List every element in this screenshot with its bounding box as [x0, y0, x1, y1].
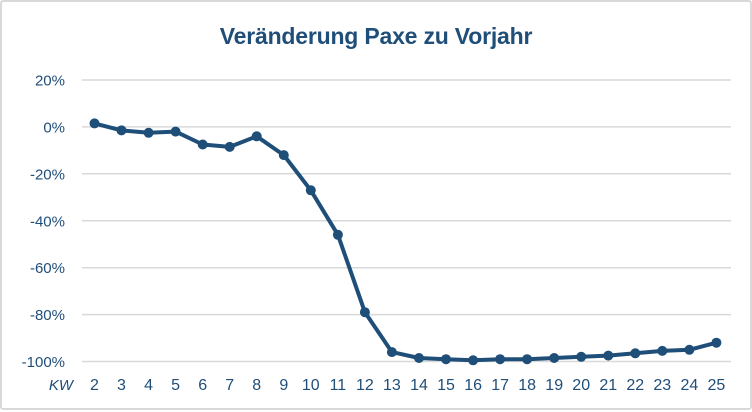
- data-point-marker: [495, 354, 506, 365]
- y-axis-tick-label: -100%: [22, 354, 65, 371]
- data-point-marker: [657, 345, 668, 356]
- x-axis-tick-label: 3: [117, 377, 126, 394]
- x-axis-tick-label: 20: [572, 377, 590, 394]
- x-axis-tick-label: 21: [599, 377, 617, 394]
- chart-title: Veränderung Paxe zu Vorjahr: [219, 23, 533, 49]
- x-axis-tick-label: 2: [90, 377, 99, 394]
- y-axis-tick-label: -80%: [30, 307, 65, 324]
- data-point-marker: [170, 126, 181, 137]
- data-point-marker: [224, 141, 235, 152]
- data-point-marker: [143, 127, 154, 138]
- data-point-marker: [386, 347, 397, 358]
- x-axis-tick-label: 7: [225, 377, 234, 394]
- data-point-marker: [414, 353, 424, 363]
- data-point-marker: [116, 125, 127, 136]
- y-axis-tick-label: -40%: [30, 213, 65, 230]
- data-point-marker: [468, 355, 479, 366]
- data-point-marker: [278, 150, 289, 161]
- data-point-marker: [576, 351, 587, 362]
- data-point-marker: [305, 185, 316, 196]
- data-point-marker: [251, 131, 262, 142]
- y-axis-tick-label: -60%: [30, 260, 65, 277]
- x-axis-tick-label: 22: [626, 377, 644, 394]
- data-point-marker: [332, 229, 343, 240]
- x-axis-tick-label: 23: [653, 377, 671, 394]
- data-point-marker: [630, 348, 641, 359]
- x-axis-tick-label: 4: [144, 377, 153, 394]
- x-axis-unit-label: KW: [49, 377, 75, 394]
- x-axis-tick-label: 17: [491, 377, 509, 394]
- data-point-marker: [684, 344, 695, 355]
- x-axis-tick-label: 15: [437, 377, 455, 394]
- x-axis-tick-label: 5: [171, 377, 180, 394]
- x-axis-tick-label: 14: [410, 377, 428, 394]
- data-point-marker: [522, 354, 533, 365]
- x-axis-tick-label: 8: [252, 377, 261, 394]
- data-point-marker: [441, 354, 451, 365]
- data-point-marker: [89, 118, 100, 129]
- x-axis-tick-label: 6: [198, 377, 207, 394]
- x-axis-tick-label: 18: [518, 377, 536, 394]
- x-axis-tick-label: 9: [279, 377, 288, 394]
- data-point-marker: [359, 307, 370, 318]
- x-axis-tick-label: 13: [383, 377, 401, 394]
- y-axis-tick-label: 0%: [43, 119, 65, 136]
- x-axis-tick-label: 10: [302, 377, 320, 394]
- data-point-marker: [603, 350, 614, 361]
- x-axis-tick-label: 16: [464, 377, 482, 394]
- data-point-marker: [711, 337, 722, 348]
- y-axis-tick-label: -20%: [30, 166, 65, 183]
- x-axis-tick-label: 25: [708, 377, 726, 394]
- data-point-marker: [549, 353, 560, 363]
- y-axis-tick-label: 20%: [35, 73, 65, 90]
- data-point-marker: [197, 139, 208, 150]
- series-line: [92, 121, 719, 363]
- x-axis-tick-label: 12: [356, 377, 374, 394]
- x-axis-tick-label: 19: [545, 377, 563, 394]
- x-axis-tick-label: 11: [330, 377, 347, 394]
- x-axis-tick-label: 24: [681, 377, 699, 394]
